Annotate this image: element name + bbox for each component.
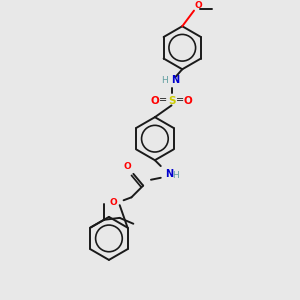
Text: N: N bbox=[165, 169, 173, 179]
Text: O: O bbox=[184, 95, 193, 106]
Text: O: O bbox=[124, 162, 131, 171]
Text: H: H bbox=[172, 171, 179, 180]
Text: S: S bbox=[168, 95, 175, 106]
Text: N: N bbox=[172, 75, 180, 85]
Text: =: = bbox=[159, 95, 167, 106]
Text: O: O bbox=[109, 198, 117, 207]
Text: H: H bbox=[161, 76, 168, 85]
Text: O: O bbox=[151, 95, 159, 106]
Text: =: = bbox=[176, 95, 184, 106]
Text: O: O bbox=[195, 1, 203, 10]
